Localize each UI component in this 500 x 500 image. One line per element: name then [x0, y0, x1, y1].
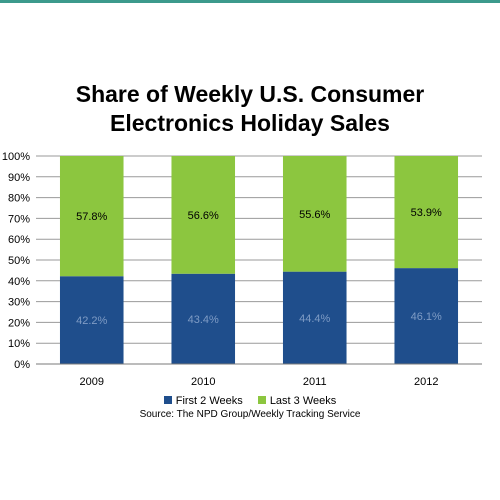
data-label: 44.4%: [299, 313, 330, 325]
legend-swatch-first-2-weeks: [163, 396, 172, 404]
x-tick-label: 2009: [80, 376, 104, 388]
y-tick-label: 80%: [8, 193, 30, 205]
legend-label-first-2-weeks: First 2 Weeks: [175, 395, 243, 407]
data-label: 55.6%: [299, 209, 330, 221]
x-tick-label: 2011: [303, 376, 327, 388]
bar-segment: [282, 271, 347, 364]
bar-segment: [171, 156, 236, 274]
bar-segment: [394, 268, 459, 364]
bar-segment: [394, 156, 459, 269]
y-tick-label: 60%: [8, 234, 30, 246]
y-tick-label: 90%: [8, 172, 30, 184]
legend-swatch-last-3-weeks: [257, 396, 266, 404]
data-label: 42.2%: [76, 315, 107, 327]
data-label: 46.1%: [411, 311, 442, 323]
header-accent-line: [0, 0, 500, 3]
header-band: [0, 0, 500, 62]
data-label: 56.6%: [188, 210, 219, 222]
bar-segment: [282, 156, 347, 272]
chart-title-line-2: Electronics Holiday Sales: [110, 110, 390, 136]
legend-item-last-3-weeks: Last 3 Weeks: [257, 395, 337, 407]
chart-title-line-1: Share of Weekly U.S. Consumer: [75, 81, 425, 107]
data-label: 43.4%: [188, 314, 219, 326]
x-tick-label: 2010: [191, 376, 215, 388]
bar-segment: [171, 273, 236, 364]
y-tick-label: 40%: [8, 276, 30, 288]
y-tick-label: 10%: [8, 338, 30, 350]
y-tick-label: 30%: [8, 297, 30, 309]
data-label: 53.9%: [411, 207, 442, 219]
y-tick-label: 0%: [14, 359, 30, 371]
bar-segment: [59, 276, 124, 364]
y-tick-label: 50%: [8, 255, 30, 267]
chart-legend: First 2 Weeks Last 3 Weeks: [0, 395, 500, 407]
legend-label-last-3-weeks: Last 3 Weeks: [269, 395, 337, 407]
bar-segment: [59, 156, 124, 277]
y-tick-label: 100%: [2, 151, 30, 163]
x-tick-label: 2012: [414, 376, 438, 388]
chart-title: Share of Weekly U.S. Consumer Electronic…: [0, 80, 500, 138]
data-label: 57.8%: [76, 211, 107, 223]
y-tick-label: 70%: [8, 213, 30, 225]
y-tick-label: 20%: [8, 317, 30, 329]
legend-item-first-2-weeks: First 2 Weeks: [163, 395, 243, 407]
chart-source-note: Source: The NPD Group/Weekly Tracking Se…: [139, 409, 361, 420]
